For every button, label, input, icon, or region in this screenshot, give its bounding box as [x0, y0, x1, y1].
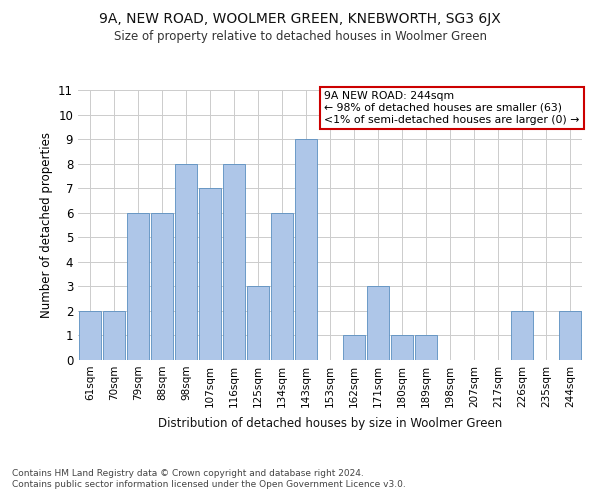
Y-axis label: Number of detached properties: Number of detached properties — [40, 132, 53, 318]
Text: 9A, NEW ROAD, WOOLMER GREEN, KNEBWORTH, SG3 6JX: 9A, NEW ROAD, WOOLMER GREEN, KNEBWORTH, … — [99, 12, 501, 26]
Bar — [367, 286, 389, 360]
Bar — [175, 164, 197, 360]
Text: Contains HM Land Registry data © Crown copyright and database right 2024.: Contains HM Land Registry data © Crown c… — [12, 469, 364, 478]
Bar — [511, 311, 533, 360]
Bar — [295, 139, 317, 360]
Bar — [103, 311, 125, 360]
Bar — [199, 188, 221, 360]
Text: 9A NEW ROAD: 244sqm
← 98% of detached houses are smaller (63)
<1% of semi-detach: 9A NEW ROAD: 244sqm ← 98% of detached ho… — [324, 92, 580, 124]
Bar — [127, 212, 149, 360]
Bar — [271, 212, 293, 360]
Bar — [415, 336, 437, 360]
Bar — [391, 336, 413, 360]
Bar — [151, 212, 173, 360]
Bar — [247, 286, 269, 360]
Text: Contains public sector information licensed under the Open Government Licence v3: Contains public sector information licen… — [12, 480, 406, 489]
Bar — [79, 311, 101, 360]
Bar — [343, 336, 365, 360]
Text: Distribution of detached houses by size in Woolmer Green: Distribution of detached houses by size … — [158, 418, 502, 430]
Text: Size of property relative to detached houses in Woolmer Green: Size of property relative to detached ho… — [113, 30, 487, 43]
Bar — [223, 164, 245, 360]
Bar — [559, 311, 581, 360]
